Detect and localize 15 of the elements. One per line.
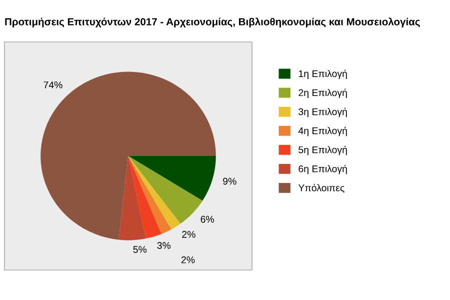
data-label: 2% — [182, 230, 196, 238]
data-label: 6% — [200, 216, 214, 223]
legend-label: Υπόλοιπες — [298, 184, 344, 193]
legend-label: 1η Επιλογή — [298, 70, 347, 80]
data-label: 2% — [181, 256, 195, 264]
data-label: 5% — [133, 246, 147, 253]
legend-label: 3η Επιλογή — [298, 108, 347, 118]
legend-label: 4η Επιλογή — [298, 126, 347, 136]
legend-label: 2η Επιλογή — [298, 88, 347, 98]
legend-label: 5η Επιλογή — [298, 146, 347, 156]
chart-title: Προτιμήσεις Επιτυχόντων 2017 - Αρχειονομίας, Βιβλιοθηκονομίας και Μουσειολογίας — [5, 18, 420, 28]
data-label: 74% — [44, 82, 62, 88]
legend-label: 6η Επιλογή — [298, 164, 347, 174]
data-label: 9% — [223, 178, 236, 185]
data-label: 3% — [157, 242, 171, 249]
